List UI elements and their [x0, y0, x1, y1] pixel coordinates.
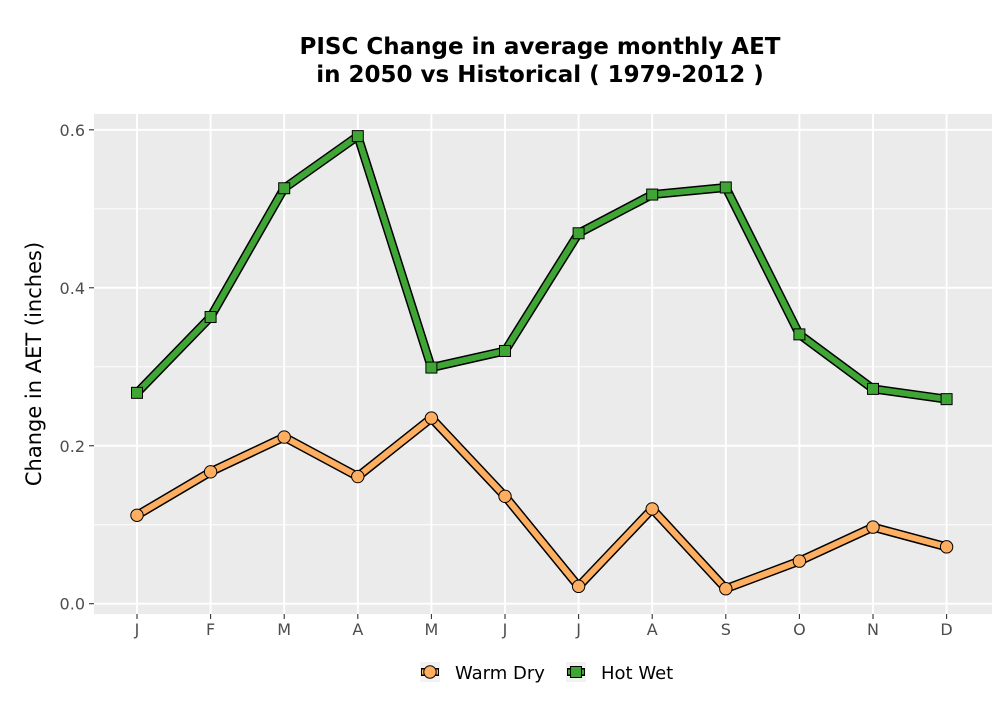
data-point: [130, 508, 144, 522]
legend-marker: [423, 665, 437, 679]
data-point: [646, 188, 659, 201]
data-point: [498, 489, 512, 504]
data-point: [940, 393, 953, 406]
y-tick-label: 0.4: [60, 279, 85, 298]
data-point: [203, 465, 218, 479]
data-point: [719, 582, 733, 596]
grid-layer: [94, 114, 992, 614]
series-line: [134, 415, 950, 592]
data-point: [277, 430, 291, 444]
data-point: [131, 386, 143, 399]
x-tick-label: J: [502, 620, 508, 639]
x-tick-label: J: [134, 620, 140, 639]
data-point: [571, 579, 586, 594]
legend-label: Warm Dry: [455, 663, 545, 684]
data-point: [499, 344, 511, 357]
x-tick-label: M: [424, 620, 438, 639]
chart-title-line-1: PISC Change in average monthly AET: [300, 34, 781, 60]
axis-layer: 0.0 0.2 0.4 0.6 J F M A M J J A S O N D: [60, 121, 953, 639]
data-point: [424, 411, 439, 425]
data-point: [572, 227, 585, 240]
series-hot-wet: [131, 130, 953, 406]
legend-label: Hot Wet: [601, 663, 673, 684]
x-tick-label: A: [647, 620, 658, 639]
x-tick-label: O: [793, 620, 806, 639]
x-tick-label: S: [721, 620, 731, 639]
y-tick-label: 0.6: [60, 121, 85, 140]
y-axis-label: Change in AET (inches): [22, 242, 46, 486]
y-tick-label: 0.2: [60, 437, 85, 456]
y-tick-label: 0.0: [60, 595, 85, 614]
data-point: [645, 502, 659, 516]
series-layer: [130, 130, 954, 596]
x-tick-label: F: [206, 620, 215, 639]
data-point: [351, 469, 365, 484]
x-tick-label: D: [940, 620, 952, 639]
series-line: [134, 133, 950, 403]
data-point: [351, 130, 364, 143]
legend: Warm Dry Hot Wet: [420, 662, 673, 684]
legend-item-warm-dry: Warm Dry: [420, 662, 545, 684]
data-point: [278, 182, 291, 195]
data-point: [204, 311, 217, 324]
data-point: [793, 328, 806, 341]
series-warm-dry: [130, 411, 954, 596]
data-point: [719, 181, 732, 194]
legend-item-hot-wet: Hot Wet: [566, 662, 673, 684]
data-point: [867, 382, 879, 395]
chart-title-line-2: in 2050 vs Historical ( 1979-2012 ): [316, 62, 763, 88]
legend-marker: [570, 666, 582, 678]
data-point: [425, 361, 438, 374]
data-point: [792, 554, 807, 568]
data-point: [939, 540, 954, 554]
x-tick-label: J: [575, 620, 581, 639]
x-tick-label: N: [867, 620, 879, 639]
x-tick-label: A: [352, 620, 363, 639]
data-point: [866, 520, 880, 534]
x-tick-label: M: [277, 620, 291, 639]
